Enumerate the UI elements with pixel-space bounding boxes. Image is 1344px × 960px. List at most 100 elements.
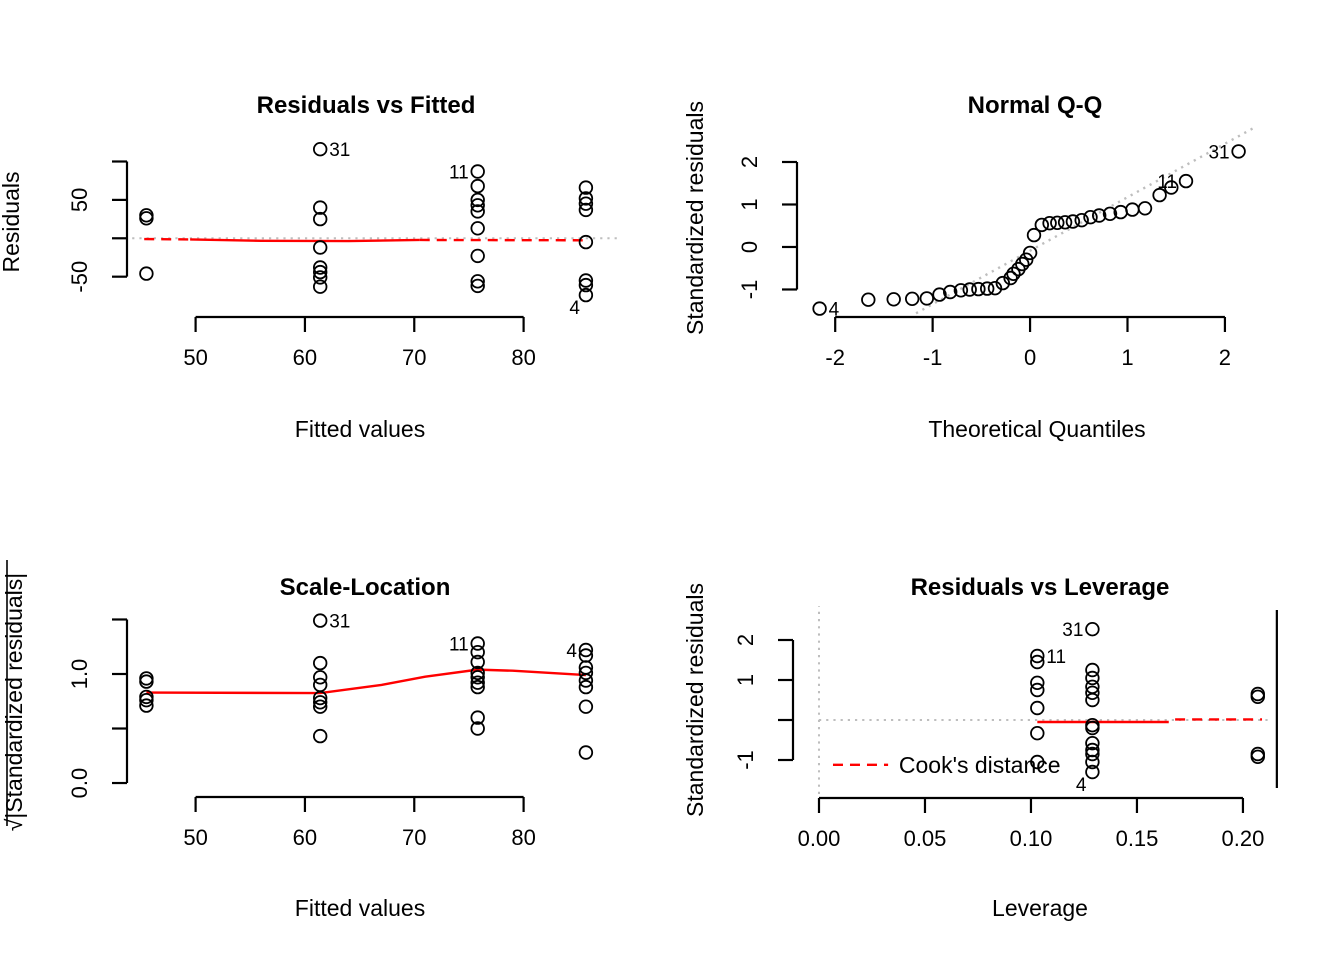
x-axis-title: Fitted values <box>295 416 425 442</box>
x-tick-label: 60 <box>293 345 317 370</box>
data-point <box>470 721 485 736</box>
plot-area-scale-location: 31 11 4 50 60 70 80 0.0 1.0 <box>67 612 594 850</box>
panel-scale-location: Scale-Location Fitted values √|Standardi… <box>1 560 594 921</box>
data-point <box>1085 754 1100 770</box>
data-point-labeled <box>578 287 594 303</box>
data-point <box>578 196 594 211</box>
y-axis-title: Residuals <box>0 172 24 273</box>
data-point <box>1034 217 1050 233</box>
x-tick-label: -1 <box>923 345 943 370</box>
data-point <box>313 670 328 685</box>
data-point <box>578 679 594 695</box>
y-axis-title: Standardized residuals <box>682 583 708 817</box>
point-label: 4 <box>829 300 840 321</box>
y-tick-label: 1 <box>733 674 758 686</box>
point-label: 11 <box>449 635 469 656</box>
data-point <box>1085 662 1100 678</box>
data-point <box>578 202 594 218</box>
data-point <box>1006 266 1021 282</box>
data-point <box>470 221 485 236</box>
data-point <box>1022 245 1038 261</box>
data-point-labeled <box>470 164 485 179</box>
data-point <box>578 234 594 250</box>
x-tick-label: -2 <box>825 345 845 370</box>
x-tick-label: 80 <box>511 345 535 370</box>
data-point <box>1250 746 1266 762</box>
data-point <box>1085 720 1100 736</box>
data-point <box>470 204 485 219</box>
y-tick-label: 0 <box>737 241 762 253</box>
data-point <box>578 665 594 681</box>
data-point <box>1085 670 1100 686</box>
point-label: 11 <box>449 163 469 184</box>
data-point-labeled <box>313 141 328 157</box>
x-axis-title: Fitted values <box>295 895 425 921</box>
point-label: 4 <box>1076 775 1087 796</box>
data-point <box>470 645 485 660</box>
data-point <box>886 292 901 307</box>
x-tick-label: 0 <box>1024 345 1036 370</box>
data-point <box>313 695 328 710</box>
point-label: 11 <box>1046 647 1066 668</box>
x-tick-label: 0.15 <box>1116 826 1159 851</box>
panel-title: Scale-Location <box>280 574 451 601</box>
data-point <box>1250 749 1266 765</box>
data-point <box>1250 689 1266 705</box>
x-tick-label: 0.00 <box>798 826 841 851</box>
point-label: 31 <box>1062 620 1083 641</box>
panel-title: Normal Q-Q <box>968 92 1103 119</box>
x-tick-label: 70 <box>402 825 426 850</box>
x-tick-label: 0.20 <box>1221 826 1264 851</box>
data-point <box>1030 654 1045 670</box>
data-point <box>1015 256 1030 272</box>
data-point <box>1102 206 1118 222</box>
data-point <box>313 211 328 227</box>
panel-title: Residuals vs Leverage <box>911 574 1170 601</box>
data-point <box>313 690 328 706</box>
data-point <box>313 655 328 671</box>
x-tick-label: 2 <box>1219 345 1231 370</box>
plot-area-residuals-vs-fitted: 31 11 4 50 60 70 80 -50 50 <box>67 140 620 370</box>
data-point <box>1164 180 1179 195</box>
data-point <box>1137 201 1153 216</box>
data-point <box>953 283 969 298</box>
data-point <box>995 275 1011 291</box>
panel-residuals-vs-fitted: Residuals vs Fitted Fitted values Residu… <box>0 92 620 442</box>
data-point <box>1050 215 1065 231</box>
data-point <box>578 745 594 760</box>
data-point <box>139 698 154 713</box>
data-point <box>578 273 594 288</box>
data-point-labeled <box>1085 764 1100 780</box>
data-point <box>905 291 920 307</box>
y-tick-label: 1.0 <box>67 659 92 690</box>
data-point-labeled <box>578 642 594 658</box>
point-label: 11 <box>1157 172 1177 193</box>
data-point <box>470 198 485 213</box>
x-tick-label: 50 <box>183 825 207 850</box>
y-tick-label: 1 <box>737 198 762 210</box>
data-point <box>313 699 328 714</box>
data-point <box>139 208 154 223</box>
data-point <box>470 710 485 725</box>
data-point <box>1085 736 1100 751</box>
x-tick-label: 0.05 <box>904 826 947 851</box>
data-point <box>313 270 328 285</box>
data-point <box>1152 187 1167 203</box>
data-point <box>470 654 485 670</box>
data-point <box>1091 208 1107 223</box>
data-point <box>578 699 594 714</box>
data-point <box>470 192 485 208</box>
data-point <box>578 277 594 293</box>
data-point <box>1030 754 1045 770</box>
data-point-labeled <box>313 613 328 628</box>
data-point <box>980 281 995 296</box>
data-point <box>313 240 328 255</box>
data-point <box>578 180 594 195</box>
data-point <box>1026 227 1042 243</box>
y-tick-label: -1 <box>733 750 758 770</box>
data-point <box>1250 686 1266 702</box>
data-point <box>1030 675 1045 691</box>
y-tick-label: 50 <box>67 188 92 212</box>
y-tick-label: 2 <box>733 634 758 646</box>
